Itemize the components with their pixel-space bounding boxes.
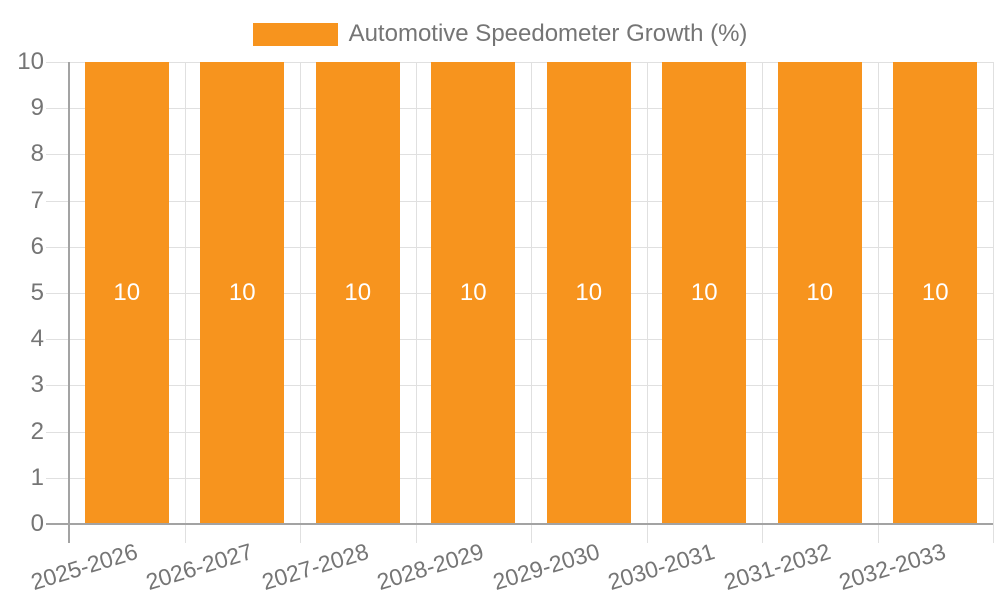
y-gridline	[46, 154, 993, 155]
legend-swatch	[252, 22, 338, 46]
x-gridline	[416, 62, 417, 543]
y-gridline	[46, 108, 993, 109]
y-gridline	[46, 432, 993, 433]
bar[interactable]	[893, 62, 978, 523]
bar-value-label: 10	[344, 279, 372, 306]
bar-value-label: 10	[806, 279, 834, 306]
bar[interactable]	[777, 62, 862, 523]
chart-legend[interactable]: Automotive Speedometer Growth (%)	[0, 16, 1000, 52]
y-axis-tick-label: 0	[30, 510, 44, 537]
y-axis-tick-label: 7	[30, 187, 44, 214]
y-axis-tick-label: 10	[17, 48, 44, 75]
bar[interactable]	[662, 62, 747, 523]
y-axis-tick-label: 9	[30, 94, 44, 121]
x-gridline	[300, 62, 301, 543]
y-axis-tick-label: 3	[30, 371, 44, 398]
bar[interactable]	[546, 62, 631, 523]
y-axis-tick-label: 8	[30, 140, 44, 167]
x-gridline	[531, 62, 532, 543]
x-gridline	[647, 62, 648, 543]
bar-value-label: 10	[459, 279, 487, 306]
x-gridline	[185, 62, 186, 543]
x-gridline	[762, 62, 763, 543]
bar-value-label: 10	[921, 279, 949, 306]
bar-value-label: 10	[690, 279, 718, 306]
y-gridline	[46, 478, 993, 479]
y-axis-tick-label: 2	[30, 418, 44, 445]
x-gridline	[878, 62, 879, 543]
bar[interactable]	[315, 62, 400, 523]
bar[interactable]	[200, 62, 285, 523]
y-axis-tick-label: 6	[30, 233, 44, 260]
y-gridline	[46, 385, 993, 386]
y-axis-tick-label: 4	[30, 325, 44, 352]
bar-value-label: 10	[113, 279, 141, 306]
y-gridline	[46, 293, 993, 294]
y-gridline	[46, 339, 993, 340]
bar[interactable]	[84, 62, 169, 523]
y-axis-tick-label: 5	[30, 279, 44, 306]
y-axis-line	[68, 62, 70, 543]
y-axis-tick-label: 1	[30, 464, 44, 491]
bar[interactable]	[431, 62, 516, 523]
x-gridline	[993, 62, 994, 543]
bar-value-label: 10	[228, 279, 256, 306]
y-gridline	[46, 247, 993, 248]
legend-label: Automotive Speedometer Growth (%)	[348, 20, 748, 47]
y-gridline	[46, 62, 993, 63]
bar-value-label: 10	[575, 279, 603, 306]
x-axis-line	[46, 523, 993, 525]
y-gridline	[46, 201, 993, 202]
